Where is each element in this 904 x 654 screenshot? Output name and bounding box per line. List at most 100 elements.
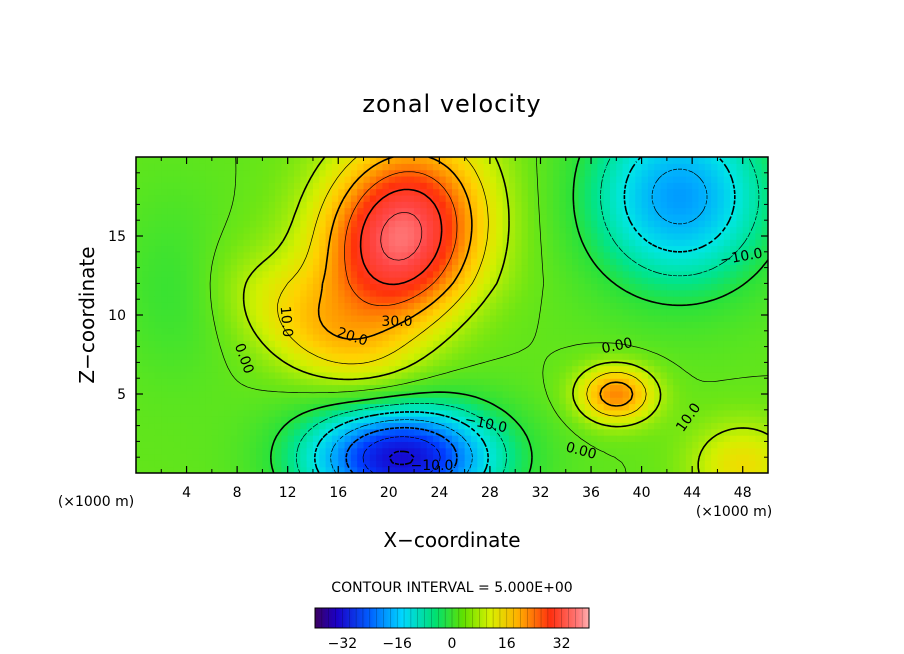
heat-cell: [306, 283, 314, 291]
heat-cell: [610, 245, 617, 253]
heat-cell: [154, 416, 162, 424]
heat-cell: [218, 441, 226, 449]
heat-cell: [300, 422, 308, 430]
heat-cell: [218, 378, 226, 386]
heat-cell: [717, 302, 725, 310]
heat-cell: [502, 289, 510, 297]
heat-cell: [534, 340, 542, 348]
heat-cell: [578, 378, 586, 386]
heat-cell: [395, 428, 403, 436]
heat-cell: [287, 302, 295, 310]
heat-cell: [692, 340, 700, 348]
heat-cell: [287, 296, 295, 303]
heat-cell: [388, 422, 396, 430]
heat-cell: [534, 409, 542, 417]
heat-cell: [452, 397, 459, 405]
heat-cell: [192, 397, 200, 405]
heat-cell: [660, 359, 668, 367]
heat-cell: [167, 422, 175, 430]
heat-cell: [591, 435, 598, 442]
heat-cell: [331, 422, 339, 430]
heat-cell: [742, 403, 750, 411]
heat-cell: [395, 232, 403, 240]
heat-cell: [319, 460, 327, 468]
heat-cell: [458, 258, 466, 266]
heat-cell: [730, 340, 737, 348]
heat-cell: [584, 435, 592, 442]
heat-cell: [407, 163, 415, 171]
heat-cell: [268, 226, 276, 234]
heat-cell: [382, 157, 390, 164]
heat-cell: [692, 378, 700, 386]
heat-cell: [527, 175, 535, 183]
heat-cell: [154, 308, 162, 316]
heat-cell: [628, 213, 636, 221]
heat-cell: [527, 378, 535, 386]
heat-cell: [679, 308, 687, 316]
heat-cell: [414, 378, 421, 386]
heat-cell: [281, 365, 289, 373]
heat-cell: [142, 188, 150, 196]
heat-cell: [294, 270, 301, 278]
heat-cell: [622, 466, 630, 473]
heat-cell: [730, 435, 737, 442]
heat-cell: [350, 194, 358, 202]
heat-cell: [572, 194, 579, 202]
heat-cell: [489, 359, 497, 367]
heat-cell: [161, 220, 169, 228]
heat-cell: [483, 378, 491, 386]
heat-cell: [218, 296, 226, 303]
heat-cell: [382, 365, 390, 373]
heat-cell: [426, 232, 434, 240]
heat-cell: [357, 277, 365, 284]
heat-cell: [294, 460, 301, 468]
heat-cell: [218, 169, 226, 177]
heat-cell: [464, 365, 472, 373]
heat-cell: [711, 397, 719, 405]
heat-cell: [382, 359, 390, 367]
heat-cell: [628, 270, 636, 278]
heat-cell: [224, 194, 232, 202]
heat-cell: [230, 346, 238, 354]
heat-cell: [445, 422, 453, 430]
heat-cell: [161, 188, 169, 196]
heat-cell: [344, 378, 352, 386]
heat-cell: [401, 466, 409, 473]
heat-cell: [249, 466, 257, 473]
heat-cell: [597, 435, 605, 442]
heat-cell: [199, 384, 207, 392]
heat-cell: [369, 213, 377, 221]
heat-cell: [622, 378, 630, 386]
heat-cell: [508, 378, 516, 386]
heat-cell: [154, 365, 162, 373]
heat-cell: [211, 175, 219, 183]
heat-cell: [553, 245, 561, 253]
heat-cell: [249, 409, 257, 417]
heat-cell: [376, 435, 384, 442]
heat-cell: [660, 201, 668, 209]
heat-cell: [704, 422, 712, 430]
heat-cell: [154, 296, 162, 303]
heat-cell: [584, 213, 592, 221]
heat-cell: [489, 251, 497, 259]
heat-cell: [357, 201, 365, 209]
heat-cell: [452, 340, 459, 348]
heat-cell: [294, 315, 301, 322]
heat-cell: [319, 333, 327, 341]
heat-cell: [521, 308, 529, 316]
heat-cell: [180, 333, 188, 341]
heat-cell: [230, 194, 238, 202]
heat-cell: [376, 251, 384, 259]
heat-cell: [666, 182, 674, 190]
heat-cell: [698, 327, 706, 335]
heat-cell: [382, 201, 390, 209]
heat-cell: [546, 213, 554, 221]
heat-cell: [628, 397, 636, 405]
heat-cell: [268, 289, 276, 297]
heat-cell: [597, 441, 605, 449]
heat-cell: [565, 220, 573, 228]
heat-cell: [679, 201, 687, 209]
heat-cell: [723, 157, 731, 164]
heat-cell: [749, 239, 756, 247]
heat-cell: [407, 213, 415, 221]
